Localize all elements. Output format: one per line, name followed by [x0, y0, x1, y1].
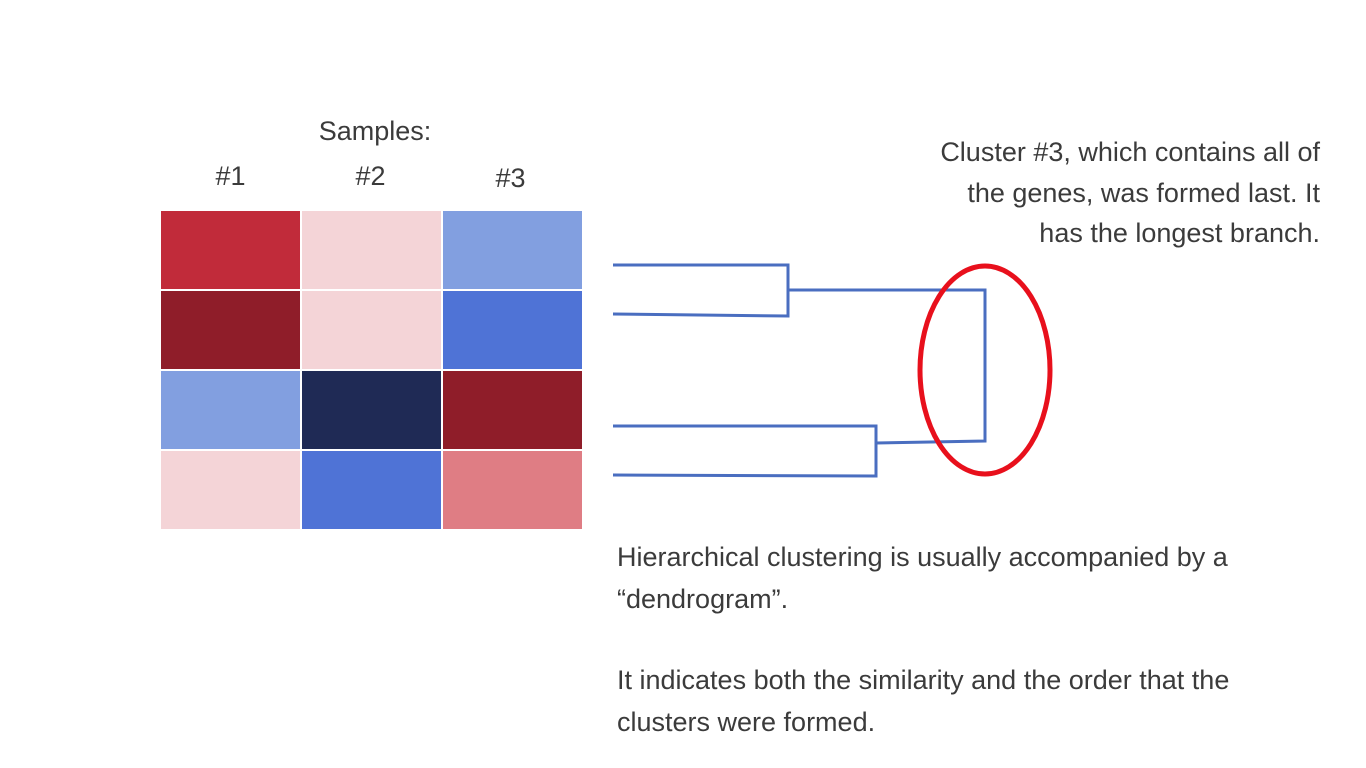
paragraph-similarity: It indicates both the similarity and the… — [617, 665, 1230, 737]
column-label-3: #3 — [495, 163, 526, 193]
heatmap-cell-r2-c3 — [443, 291, 582, 369]
samples-title: Samples: — [318, 116, 432, 146]
heatmap-cell-r2-c1 — [161, 291, 300, 369]
heatmap-cell-r4-c1 — [161, 451, 300, 529]
column-label-2: #2 — [355, 161, 386, 191]
heatmap-cell-r1-c3 — [443, 211, 582, 289]
highlight-ellipse — [917, 263, 1053, 477]
heatmap-cell-r3-c2 — [302, 371, 441, 449]
heatmap-cell-r1-c1 — [161, 211, 300, 289]
column-label-1: #1 — [215, 161, 246, 191]
heatmap-cell-r4-c2 — [302, 451, 441, 529]
dendrogram-branch-bottom — [612, 424, 878, 478]
heatmap-cell-r2-c2 — [302, 291, 441, 369]
heatmap-cell-r3-c1 — [161, 371, 300, 449]
dendrogram — [612, 263, 1053, 478]
heatmap-cell-r4-c3 — [443, 451, 582, 529]
heatmap-cell-r3-c3 — [443, 371, 582, 449]
cluster-annotation: Cluster #3, which contains all of the ge… — [940, 137, 1320, 248]
dendrogram-branch-top — [612, 263, 790, 318]
heatmap — [161, 211, 582, 529]
heatmap-cell-r1-c2 — [302, 211, 441, 289]
dendrogram-branch-root — [788, 288, 987, 445]
paragraph-dendrogram: Hierarchical clustering is usually accom… — [617, 542, 1228, 614]
